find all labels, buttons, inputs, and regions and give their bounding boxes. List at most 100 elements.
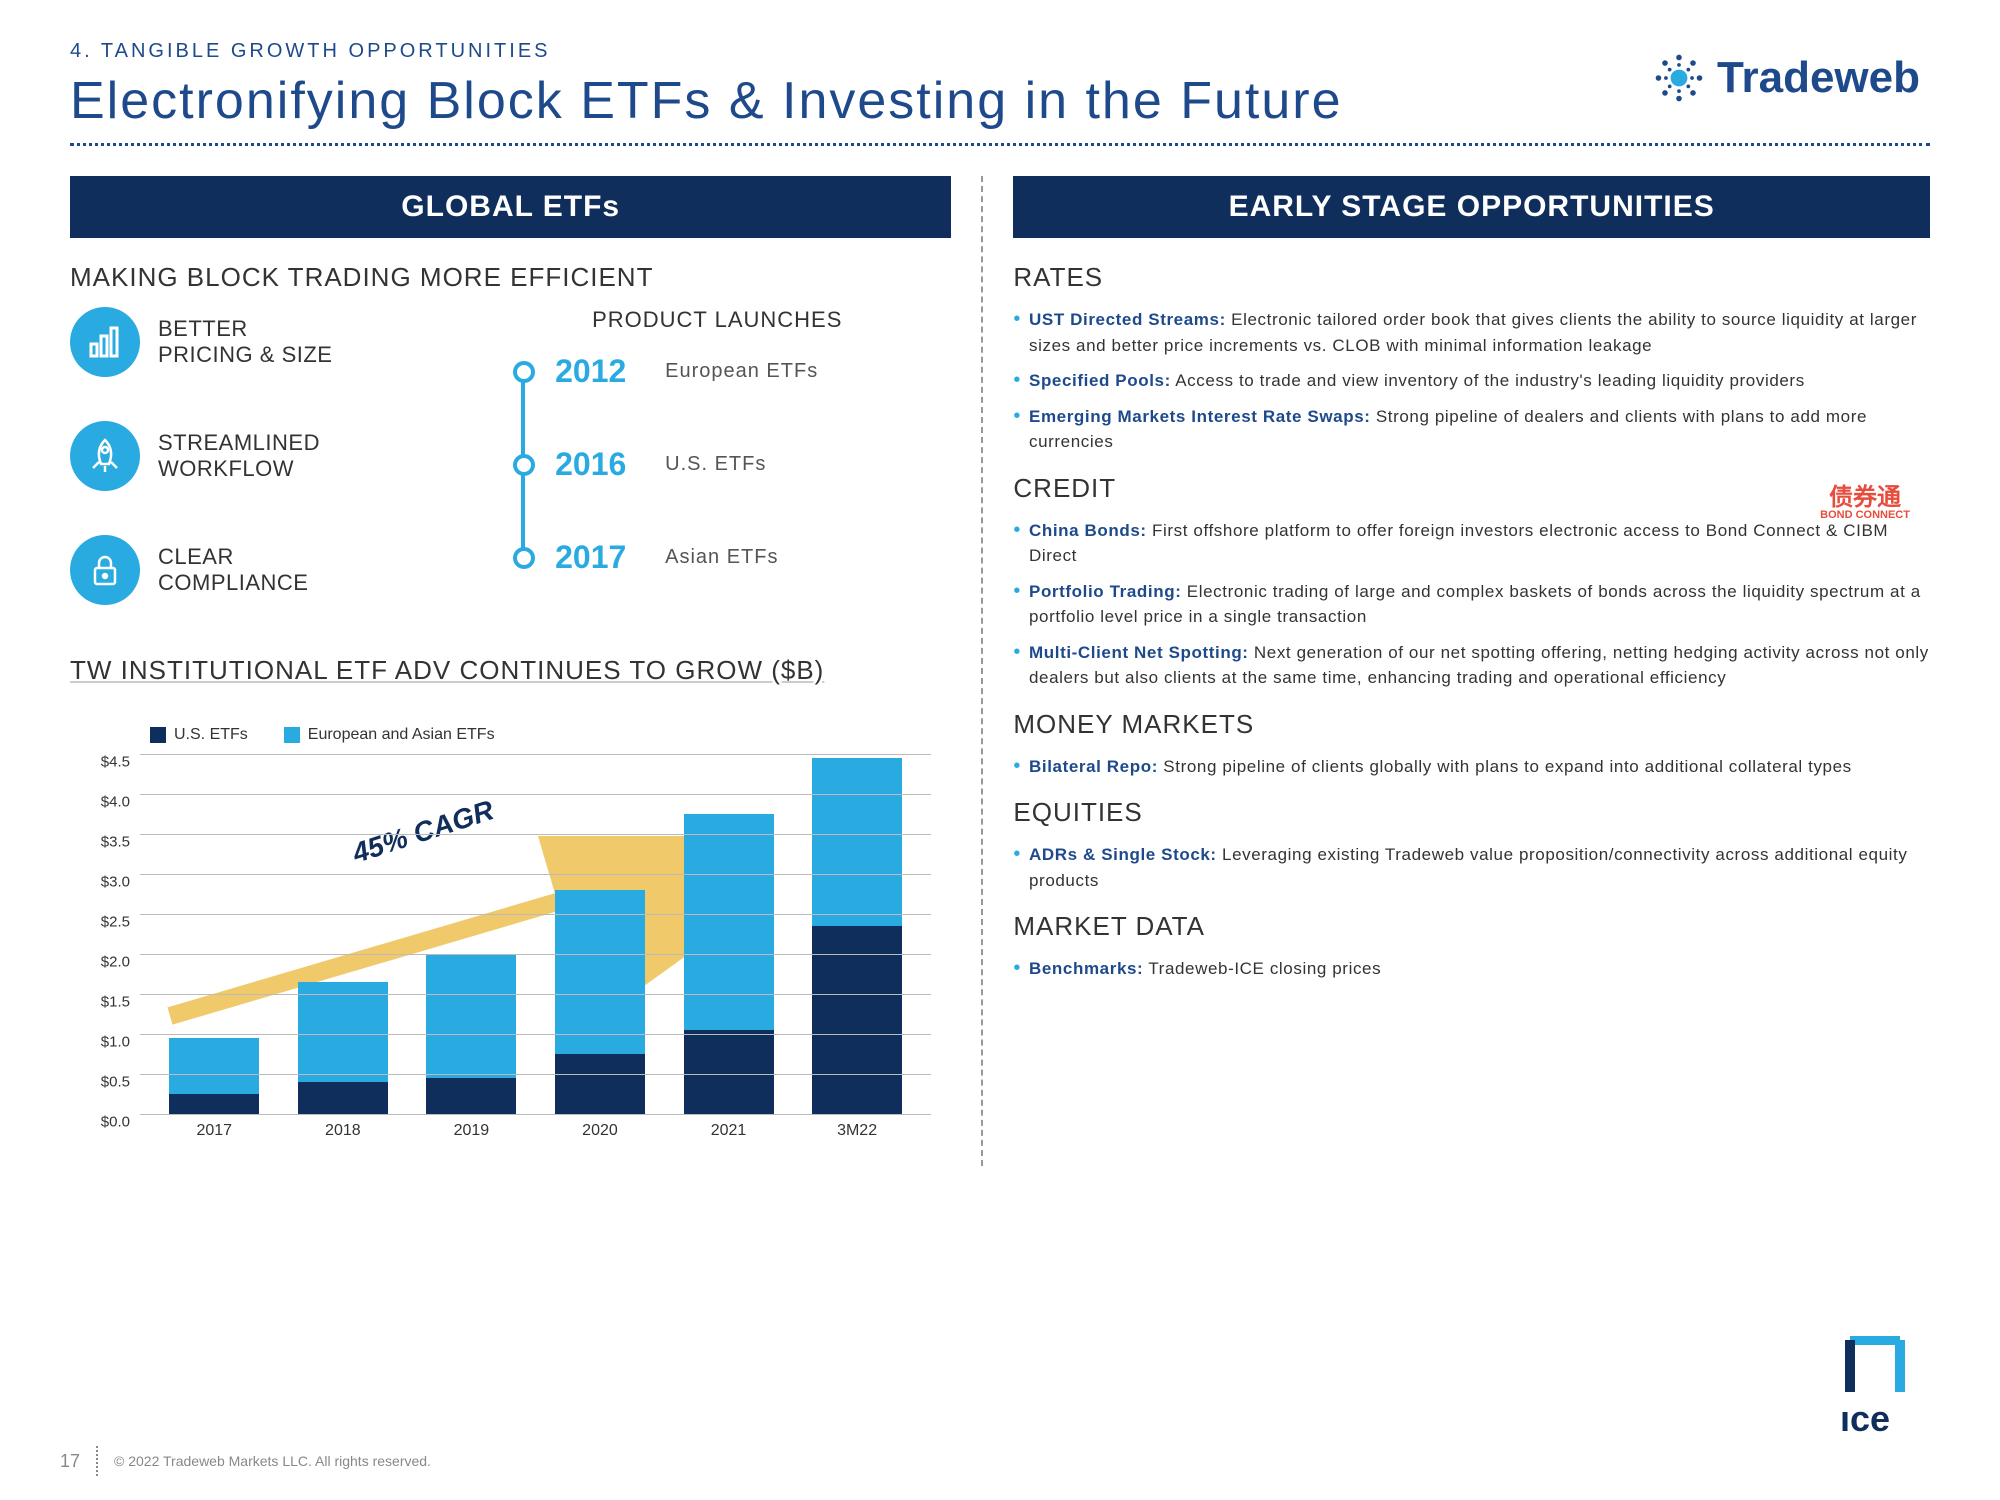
- bar-segment-intl: [426, 954, 516, 1078]
- bullet-text: Emerging Markets Interest Rate Swaps: St…: [1029, 404, 1930, 455]
- y-tick: $0.5: [101, 1074, 130, 1091]
- bullet-item: •ADRs & Single Stock: Leveraging existin…: [1013, 842, 1930, 893]
- timeline-dot-icon: [513, 454, 535, 476]
- bullet-dot-icon: •: [1013, 754, 1021, 780]
- chart-legend: U.S. ETFs European and Asian ETFs: [150, 726, 951, 744]
- y-tick: $1.0: [101, 1034, 130, 1051]
- y-tick: $0.0: [101, 1114, 130, 1131]
- bullet-dot-icon: •: [1013, 579, 1021, 630]
- timeline-dot-icon: [513, 361, 535, 383]
- y-axis: $0.0$0.5$1.0$1.5$2.0$2.5$3.0$3.5$4.0$4.5: [70, 754, 130, 1114]
- heading-money-markets: MONEY MARKETS: [1013, 709, 1930, 740]
- x-tick: 2017: [169, 1122, 259, 1140]
- bullet-text: Bilateral Repo: Strong pipeline of clien…: [1029, 754, 1852, 780]
- legend-swatch: [284, 727, 300, 743]
- heading-rates: RATES: [1013, 262, 1930, 293]
- timeline-item: 2017 Asian ETFs: [513, 539, 951, 576]
- copyright: © 2022 Tradeweb Markets LLC. All rights …: [114, 1453, 431, 1469]
- bullet-item: • Bilateral Repo: Strong pipeline of clie…: [1013, 754, 1930, 780]
- tradeweb-logo: Tradeweb: [1651, 50, 1920, 106]
- bar-segment-us: [298, 1082, 388, 1114]
- benefit-pricing: BETTER PRICING & SIZE: [70, 307, 453, 377]
- product-launch-timeline: PRODUCT LAUNCHES 2012 European ETFs 2016…: [483, 307, 951, 605]
- bullet-item: • Specified Pools: Access to trade and vi…: [1013, 368, 1930, 394]
- x-tick: 2019: [426, 1122, 516, 1140]
- lock-icon: [70, 535, 140, 605]
- rocket-icon: [70, 421, 140, 491]
- bullet-text: ADRs & Single Stock: Leveraging existing…: [1029, 842, 1930, 893]
- bullet-text: UST Directed Streams: Electronic tailore…: [1029, 307, 1930, 358]
- bar-group: [684, 814, 774, 1114]
- banner-early-stage: EARLY STAGE OPPORTUNITIES: [1013, 176, 1930, 238]
- bullet-item: •Emerging Markets Interest Rate Swaps: S…: [1013, 404, 1930, 455]
- bullet-text: Portfolio Trading: Electronic trading of…: [1029, 579, 1930, 630]
- timeline-dot-icon: [513, 547, 535, 569]
- bullet-text: China Bonds: First offshore platform to …: [1029, 518, 1930, 569]
- bond-connect-en: BOND CONNECT: [1820, 510, 1910, 521]
- chart-bars: [140, 754, 931, 1114]
- benefit-list: BETTER PRICING & SIZE STREAMLINED WORKFL…: [70, 307, 453, 605]
- tradeweb-logo-mark: [1651, 50, 1707, 106]
- heading-market-data: MARKET DATA: [1013, 911, 1930, 942]
- bar-group: [298, 982, 388, 1114]
- x-tick: 2020: [555, 1122, 645, 1140]
- y-tick: $4.5: [101, 754, 130, 771]
- tradeweb-logo-text: Tradeweb: [1717, 53, 1920, 103]
- bar-group: [555, 890, 645, 1114]
- bullet-dot-icon: •: [1013, 404, 1021, 455]
- legend-label: European and Asian ETFs: [308, 726, 495, 744]
- benefit-compliance: CLEAR COMPLIANCE: [70, 535, 453, 605]
- bar-segment-intl: [684, 814, 774, 1030]
- bullet-item: •Benchmarks: Tradeweb-ICE closing prices: [1013, 956, 1930, 982]
- x-tick: 2018: [298, 1122, 388, 1140]
- x-tick: 2021: [684, 1122, 774, 1140]
- bullet-text: Benchmarks: Tradeweb-ICE closing prices: [1029, 956, 1381, 982]
- bullet-dot-icon: •: [1013, 842, 1021, 893]
- y-tick: $2.5: [101, 914, 130, 931]
- bar-segment-us: [555, 1054, 645, 1114]
- bullet-text: Multi-Client Net Spotting: Next generati…: [1029, 640, 1930, 691]
- timeline-label: U.S. ETFs: [665, 453, 766, 476]
- bullet-dot-icon: •: [1013, 307, 1021, 358]
- bar-segment-us: [426, 1078, 516, 1114]
- timeline-title: PRODUCT LAUNCHES: [483, 307, 951, 333]
- legend-label: U.S. ETFs: [174, 726, 248, 744]
- legend-swatch: [150, 727, 166, 743]
- timeline-item: 2012 European ETFs: [513, 353, 951, 390]
- ice-logo-text: ıce: [1840, 1398, 1890, 1439]
- column-global-etfs: GLOBAL ETFs MAKING BLOCK TRADING MORE EF…: [70, 176, 981, 1166]
- bullet-text: Specified Pools: Access to trade and vie…: [1029, 368, 1805, 394]
- benefit-workflow: STREAMLINED WORKFLOW: [70, 421, 453, 491]
- timeline-year: 2012: [555, 353, 645, 390]
- footer-divider: [96, 1446, 98, 1476]
- heading-block-trading: MAKING BLOCK TRADING MORE EFFICIENT: [70, 262, 951, 293]
- y-tick: $4.0: [101, 794, 130, 811]
- timeline-item: 2016 U.S. ETFs: [513, 446, 951, 483]
- bar-segment-us: [684, 1030, 774, 1114]
- bullet-item: •Multi-Client Net Spotting: Next generat…: [1013, 640, 1930, 691]
- divider-dotted: [70, 143, 1930, 146]
- page-number: 17: [60, 1451, 80, 1472]
- bullet-item: •China Bonds: First offshore platform to…: [1013, 518, 1930, 569]
- y-tick: $2.0: [101, 954, 130, 971]
- bar-segment-intl: [169, 1038, 259, 1094]
- bullet-dot-icon: •: [1013, 518, 1021, 569]
- bullet-item: •Portfolio Trading: Electronic trading o…: [1013, 579, 1930, 630]
- bond-connect-logo: 债券通 BOND CONNECT: [1820, 486, 1910, 521]
- bar-group: [169, 1038, 259, 1114]
- bullet-dot-icon: •: [1013, 368, 1021, 394]
- x-axis-labels: 2017 2018 2019 2020 2021 3M22: [140, 1114, 931, 1140]
- timeline-year: 2017: [555, 539, 645, 576]
- chart-heading: TW INSTITUTIONAL ETF ADV CONTINUES TO GR…: [70, 655, 951, 686]
- x-tick: 3M22: [812, 1122, 902, 1140]
- heading-credit: CREDIT: [1013, 473, 1930, 504]
- bar-segment-intl: [298, 982, 388, 1082]
- heading-equities: EQUITIES: [1013, 797, 1930, 828]
- footer: 17 © 2022 Tradeweb Markets LLC. All righ…: [60, 1446, 431, 1476]
- bar-segment-intl: [812, 758, 902, 926]
- y-tick: $1.5: [101, 994, 130, 1011]
- ice-logo: ıce: [1840, 1336, 1910, 1440]
- banner-global-etfs: GLOBAL ETFs: [70, 176, 951, 238]
- timeline-year: 2016: [555, 446, 645, 483]
- timeline-label: Asian ETFs: [665, 546, 778, 569]
